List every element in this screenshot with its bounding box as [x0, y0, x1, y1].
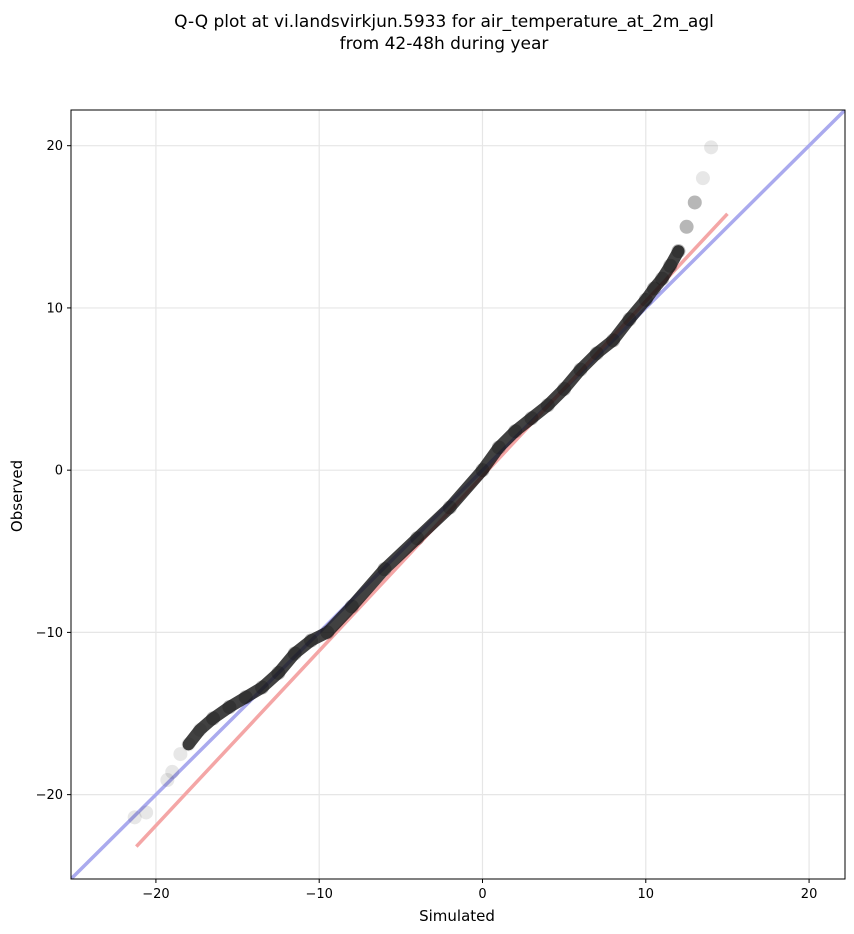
y-tick-label: −10	[36, 626, 63, 641]
y-axis-label: Observed	[8, 460, 26, 532]
qq-point	[695, 171, 710, 186]
qq-point	[139, 805, 154, 820]
qq-point	[704, 140, 719, 155]
qq-point-band	[182, 245, 685, 751]
plot-frame	[70, 109, 846, 880]
y-tick-label: 20	[46, 139, 63, 154]
x-tick-label: −10	[305, 887, 332, 902]
x-tick-label: 10	[638, 887, 655, 902]
x-tick-label: 0	[478, 887, 486, 902]
qq-point	[173, 747, 188, 762]
qq-point	[679, 219, 694, 234]
y-tick-label: −20	[36, 788, 63, 803]
y-tick-label: 0	[55, 464, 63, 479]
qq-point	[127, 810, 142, 825]
x-tick-label: 20	[801, 887, 818, 902]
grid	[71, 110, 845, 879]
axis-ticks: −20 −10 0 10 20 −20 −10 0 10 20	[36, 139, 818, 902]
plot-data	[71, 110, 845, 879]
x-axis-label: Simulated	[419, 907, 495, 925]
qq-point	[165, 764, 180, 779]
chart-title-line-1: Q-Q plot at vi.landsvirkjun.5933 for air…	[174, 12, 714, 32]
x-tick-label: −20	[142, 887, 169, 902]
chart-title-line-2: from 42-48h during year	[340, 34, 549, 54]
qq-point	[687, 195, 702, 210]
y-tick-label: 10	[46, 301, 63, 316]
qq-point	[160, 773, 175, 788]
